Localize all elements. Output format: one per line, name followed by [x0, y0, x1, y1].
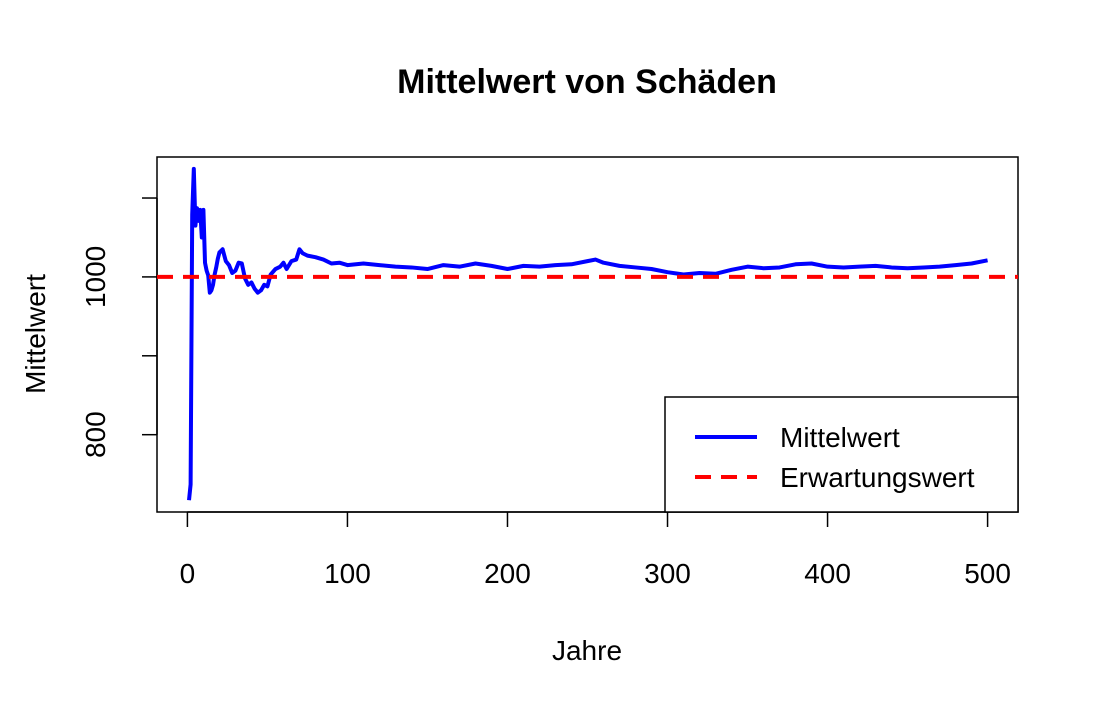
chart-title: Mittelwert von Schäden [397, 63, 777, 101]
x-tick-label: 500 [964, 558, 1011, 589]
legend-box [664, 396, 1019, 513]
legend-label-mittelwert: Mittelwert [780, 422, 900, 453]
x-tick-label: 200 [484, 558, 531, 589]
y-axis-title: Mittelwert [20, 274, 51, 394]
x-tick-label: 300 [644, 558, 691, 589]
y-tick-label: 800 [80, 411, 111, 458]
y-tick-label: 1000 [80, 246, 111, 308]
legend: Mittelwert Erwartungswert [664, 396, 1019, 513]
x-tick-label: 400 [804, 558, 851, 589]
y-axis: 800 1000 [80, 197, 158, 458]
x-axis: 0 100 200 300 400 500 [180, 511, 1011, 589]
series-layer [157, 166, 1018, 501]
legend-label-erwartungswert: Erwartungswert [780, 462, 975, 493]
x-axis-title: Jahre [552, 635, 622, 666]
x-tick-label: 100 [324, 558, 371, 589]
series-line-mittelwert [187, 166, 988, 501]
x-tick-label: 0 [180, 558, 196, 589]
